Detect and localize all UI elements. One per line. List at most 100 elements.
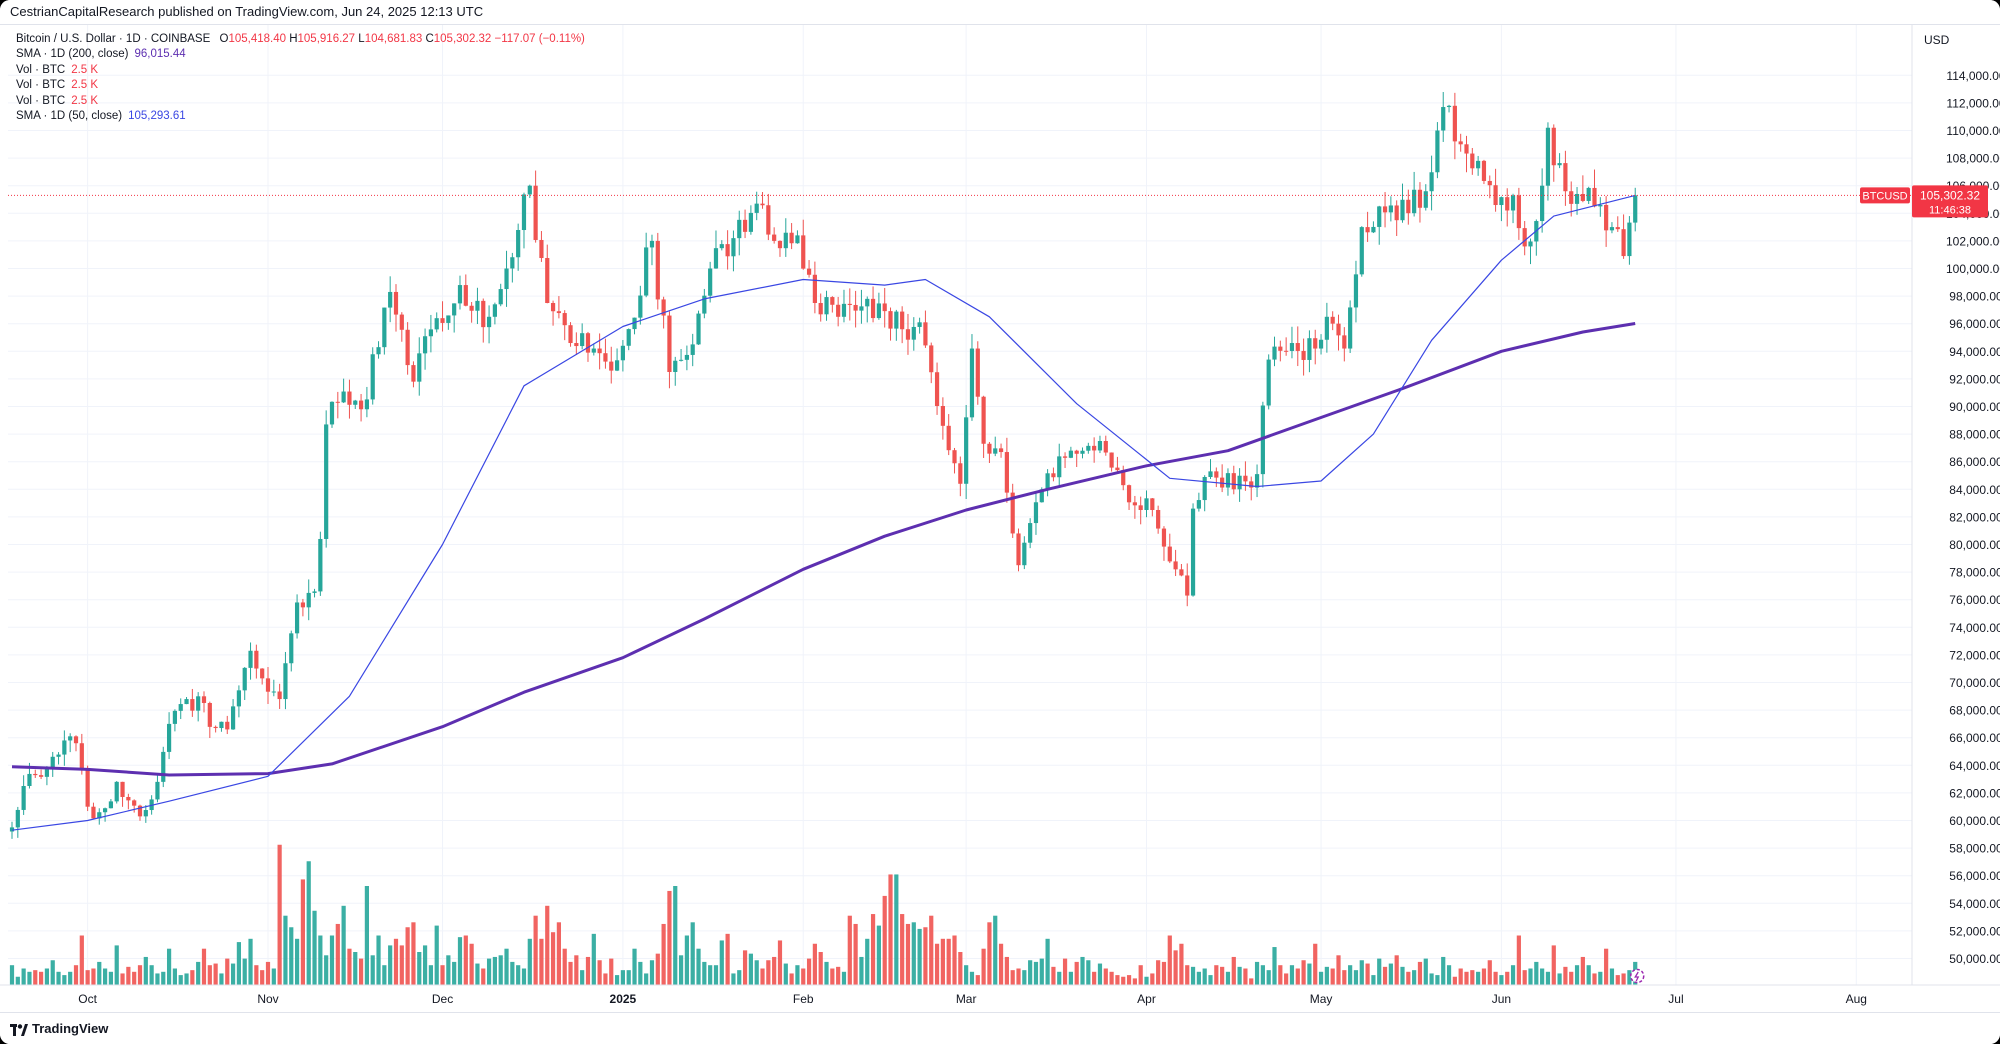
candle-body	[1301, 350, 1306, 360]
candle-body	[1406, 199, 1411, 214]
candle-body	[969, 348, 975, 418]
volume-bar	[527, 938, 532, 985]
candle-body	[1272, 346, 1277, 360]
candle-body	[1126, 485, 1132, 503]
candle-body	[1214, 471, 1219, 478]
candle-body	[1330, 316, 1335, 324]
y-tick-label: 72,000.00	[1949, 648, 2000, 662]
volume-bar	[987, 922, 992, 985]
tradingview-logo-icon	[10, 1023, 28, 1036]
candle-body	[568, 325, 573, 344]
volume-bar	[1406, 971, 1411, 985]
tradingview-brand[interactable]: TradingView	[10, 1013, 108, 1044]
volume-bar	[1202, 968, 1207, 985]
volume-bar	[545, 905, 550, 985]
candle-body	[1394, 205, 1399, 221]
volume-bar	[917, 928, 922, 985]
volume-bar	[1225, 971, 1231, 985]
price-axis-pane[interactable]	[1912, 25, 2000, 985]
volume-bar	[97, 961, 102, 985]
x-tick-label: Dec	[432, 992, 453, 1006]
volume-bar	[1342, 970, 1347, 985]
volume-bar	[1260, 965, 1265, 985]
candle-body	[1068, 450, 1073, 458]
axes: 50,000.00 52,000.00 54,000.00 56,000.00 58,0…	[0, 25, 2000, 1006]
candle-body	[626, 329, 631, 346]
candle-body	[294, 602, 300, 634]
volume-bar	[1540, 968, 1545, 985]
volume-bar	[818, 952, 823, 985]
volume-bar	[870, 914, 876, 985]
candle-body	[254, 650, 259, 669]
candle-body	[574, 343, 579, 347]
volume-bars	[9, 844, 1638, 985]
candle-body	[1196, 500, 1201, 509]
legend-vol-row-3[interactable]: Vol · BTC 2.5 K	[16, 94, 585, 109]
candle-body	[649, 240, 655, 248]
volume-bar	[132, 971, 137, 985]
volume-bar	[1208, 975, 1213, 985]
candle-body	[120, 781, 125, 797]
candle-body	[38, 775, 44, 777]
volume-bar	[329, 935, 335, 985]
x-tick-label: Feb	[793, 992, 814, 1006]
volume-bar	[312, 910, 317, 985]
candle-body	[1563, 163, 1568, 192]
volume-bar	[428, 965, 433, 985]
volume-bar	[254, 965, 259, 985]
volume-bar	[1301, 960, 1306, 985]
candle-body	[1545, 127, 1551, 186]
volume-bar	[713, 965, 719, 985]
candle-body	[550, 303, 556, 312]
volume-bar	[1551, 945, 1556, 985]
candle-body	[510, 257, 515, 269]
volume-bar	[1330, 968, 1335, 985]
volume-bar	[196, 961, 201, 985]
candle-body	[1295, 343, 1300, 351]
sma50-value: 105,293.61	[128, 110, 186, 123]
candle-body	[1499, 197, 1504, 206]
volume-bar	[1103, 968, 1108, 985]
candle-body	[341, 391, 346, 403]
bar-replay-icon[interactable]	[1629, 968, 1645, 984]
volume-bar	[923, 927, 928, 985]
candle-body	[27, 773, 32, 786]
y-tick-label: 88,000.00	[1949, 428, 2000, 442]
legend-sma50-row[interactable]: SMA · 1D (50, close) 105,293.61	[16, 109, 585, 124]
candle-body	[539, 239, 544, 259]
candle-body	[1481, 160, 1487, 181]
volume-bar	[1045, 938, 1050, 985]
volume-bar	[271, 968, 276, 985]
candle-body	[481, 300, 486, 328]
candle-body	[742, 219, 748, 232]
legend-vol-row-2[interactable]: Vol · BTC 2.5 K	[16, 78, 585, 93]
volume-bar	[38, 971, 44, 985]
ohlc-low-label: L	[358, 33, 365, 45]
candle-body	[300, 602, 305, 608]
legend-sma200-row[interactable]: SMA · 1D (200, close) 96,015.44	[16, 47, 585, 62]
volume-bar	[283, 915, 288, 985]
volume-bar	[114, 945, 119, 985]
volume-bar	[504, 948, 509, 985]
candle-body	[475, 300, 480, 311]
volume-bar	[440, 965, 445, 985]
legend-vol-row-1[interactable]: Vol · BTC 2.5 K	[16, 63, 585, 78]
volume-bar	[56, 971, 61, 985]
volume-bar	[1138, 965, 1143, 985]
volume-bar	[1429, 973, 1434, 985]
candle-body	[353, 400, 358, 405]
candle-body	[585, 333, 591, 353]
candle-body	[882, 303, 887, 312]
volume-bar	[1621, 973, 1626, 985]
y-tick-label: 52,000.00	[1949, 924, 2000, 938]
volume-bar	[1051, 966, 1056, 985]
ohlc-open-label: O	[219, 33, 229, 45]
candle-body	[1615, 227, 1620, 230]
ohlc-close-label: C	[425, 33, 434, 45]
volume-bar	[1476, 971, 1481, 985]
candle-body	[498, 289, 503, 305]
ohlc-low-value: 104,681.83	[364, 33, 423, 45]
candle-body	[1109, 452, 1114, 468]
candle-body	[760, 203, 765, 206]
